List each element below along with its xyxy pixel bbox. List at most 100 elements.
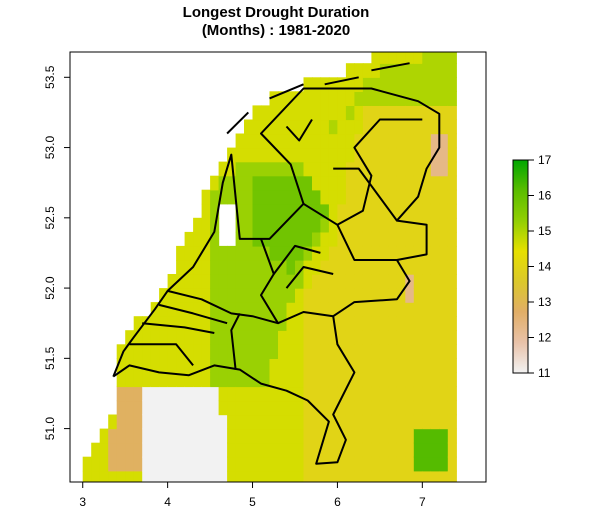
raster-cell — [252, 414, 262, 430]
raster-cell — [396, 147, 406, 163]
raster-cell — [337, 400, 347, 416]
raster-cell — [320, 105, 330, 121]
raster-cell — [252, 133, 262, 149]
raster-cell — [235, 414, 245, 430]
raster-cell — [447, 63, 457, 78]
raster-cell — [312, 344, 322, 359]
raster-cell — [362, 91, 372, 106]
raster-cell — [354, 470, 364, 482]
raster-cell — [371, 358, 381, 373]
raster-cell — [269, 161, 279, 177]
border-line — [226, 111, 250, 135]
raster-cell — [193, 288, 203, 303]
raster-cell — [371, 52, 381, 64]
raster-cell — [116, 456, 126, 472]
raster-cell — [193, 414, 203, 430]
raster-cell — [99, 442, 109, 458]
raster-cell — [362, 288, 372, 303]
raster-cell — [201, 442, 211, 458]
raster-cell — [422, 344, 432, 359]
raster-cell — [422, 105, 432, 121]
raster-cell — [133, 456, 143, 472]
raster-cell — [303, 77, 313, 92]
raster-cell — [337, 372, 347, 388]
raster-cell — [210, 470, 220, 482]
raster-cell — [252, 428, 262, 444]
raster-cell — [303, 442, 313, 458]
raster-cell — [261, 400, 271, 416]
raster-cell — [150, 470, 160, 482]
raster-cell — [303, 91, 313, 106]
raster-cell — [176, 288, 186, 303]
raster-cell — [388, 260, 398, 275]
raster-cell — [413, 147, 423, 163]
raster-cell — [159, 414, 169, 430]
raster-cell — [261, 386, 271, 402]
raster-cell — [447, 358, 457, 373]
raster-cell — [201, 245, 211, 261]
raster-cell — [193, 274, 203, 289]
raster-cell — [362, 386, 372, 402]
raster-cell — [295, 470, 305, 482]
raster-cell — [354, 175, 364, 191]
raster-cell — [337, 175, 347, 191]
raster-cell — [235, 245, 245, 261]
raster-cell — [396, 91, 406, 106]
raster-cell — [388, 288, 398, 303]
raster-cell — [422, 288, 432, 303]
raster-cell — [184, 442, 194, 458]
raster-cell — [184, 428, 194, 444]
raster-cell — [278, 414, 288, 430]
raster-cell — [371, 231, 381, 247]
raster-cell — [142, 414, 152, 430]
raster-cell — [422, 63, 432, 78]
raster-cell — [345, 147, 355, 163]
raster-cell — [439, 470, 449, 482]
raster-cell — [405, 302, 415, 317]
raster-cell — [235, 470, 245, 482]
raster-cell — [244, 330, 254, 345]
raster-cell — [312, 288, 322, 303]
raster-cell — [447, 330, 457, 345]
raster-cell — [235, 302, 245, 317]
colorbar-tick-label: 14 — [538, 260, 552, 274]
raster-cell — [354, 442, 364, 458]
raster-cell — [108, 442, 118, 458]
raster-cell — [413, 52, 423, 64]
raster-cell — [328, 358, 338, 373]
raster-cell — [193, 245, 203, 261]
raster-cell — [176, 372, 186, 388]
raster-cell — [201, 302, 211, 317]
raster-cell — [337, 245, 347, 261]
raster-cell — [286, 203, 296, 219]
raster-cell — [167, 400, 177, 416]
raster-cell — [379, 203, 389, 219]
raster-cell — [337, 330, 347, 345]
raster-cell — [379, 316, 389, 331]
raster-cell — [379, 358, 389, 373]
raster-cell — [371, 175, 381, 191]
raster-cell — [447, 91, 457, 106]
raster-cell — [396, 372, 406, 388]
raster-cell — [116, 470, 126, 482]
raster-cell — [261, 217, 271, 233]
raster-cell — [312, 231, 322, 247]
raster-cell — [278, 344, 288, 359]
colorbar-ramp — [512, 159, 529, 374]
raster-cell — [337, 386, 347, 402]
raster-cell — [405, 147, 415, 163]
raster-cell — [422, 400, 432, 416]
raster-cell — [286, 217, 296, 233]
raster-cell — [430, 442, 440, 458]
raster-cell — [337, 133, 347, 149]
raster-cell — [362, 400, 372, 416]
raster-cell — [261, 442, 271, 458]
raster-cell — [295, 414, 305, 430]
raster-cell — [193, 428, 203, 444]
raster-cell — [439, 302, 449, 317]
raster-cell — [278, 105, 288, 121]
raster-cell — [379, 63, 389, 78]
raster-cell — [269, 330, 279, 345]
border-line — [336, 224, 397, 261]
raster-cell — [269, 372, 279, 388]
